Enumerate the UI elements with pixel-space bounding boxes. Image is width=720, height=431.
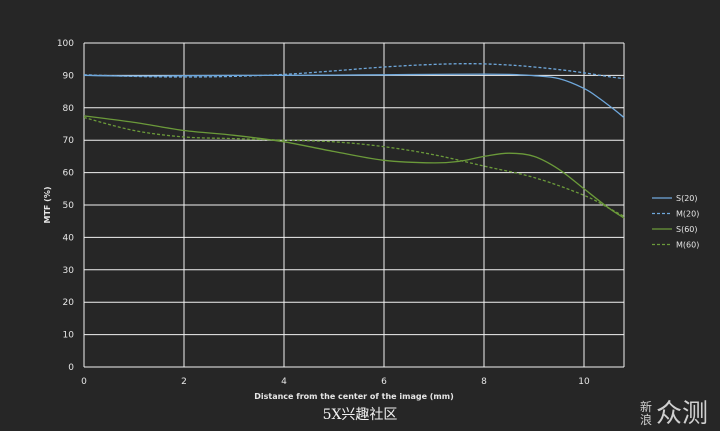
legend-label: S(60) <box>676 225 698 234</box>
grid <box>83 42 625 368</box>
y-tick-label: 100 <box>57 39 74 49</box>
x-tick-label: 6 <box>381 377 387 387</box>
legend-label: S(20) <box>676 194 698 203</box>
legend-label: M(20) <box>676 210 699 219</box>
watermark-big-text: 众测 <box>655 399 708 429</box>
axes: 0 10 20 30 40 50 60 70 80 90 100 0 2 4 6 8 10 <box>57 39 590 387</box>
y-tick-label: 10 <box>63 331 75 341</box>
series-line-S(60) <box>83 115 625 219</box>
x-tick-label: 2 <box>181 377 187 387</box>
y-tick-label: 0 <box>68 363 74 373</box>
y-tick-label: 30 <box>63 266 75 276</box>
x-tick-label: 8 <box>481 377 487 387</box>
y-tick-label: 80 <box>63 104 75 114</box>
x-tick-label: 0 <box>81 377 87 387</box>
series-line-S(20) <box>83 73 625 119</box>
y-tick-label: 20 <box>63 298 75 308</box>
y-tick-label: 40 <box>63 233 75 243</box>
caption: 5X兴趣社区 <box>322 407 398 423</box>
x-tick-label: 4 <box>281 377 287 387</box>
y-tick-label: 60 <box>63 169 75 179</box>
x-tick-label: 10 <box>578 377 590 387</box>
legend-label: M(60) <box>676 241 699 250</box>
series-lines <box>83 63 625 219</box>
watermark-small-text: 新浪 <box>639 400 652 427</box>
series-line-M(20) <box>83 63 625 80</box>
y-tick-label: 90 <box>63 71 75 81</box>
x-axis-title: Distance from the center of the image (m… <box>254 392 454 401</box>
y-axis-title: MTF (%) <box>43 187 52 224</box>
watermark: 新浪 众测 <box>640 399 708 429</box>
y-tick-label: 70 <box>63 136 75 146</box>
legend: S(20) M(20) S(60) M(60) <box>652 194 699 250</box>
y-tick-label: 50 <box>63 201 75 211</box>
series-line-M(60) <box>83 116 625 217</box>
